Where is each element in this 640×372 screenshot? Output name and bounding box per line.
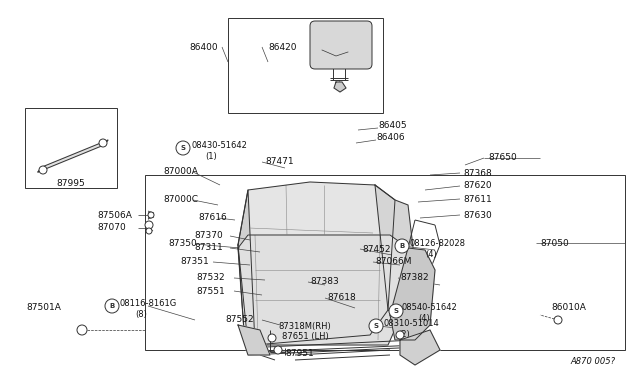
Text: (4): (4)	[418, 314, 429, 324]
Circle shape	[554, 316, 562, 324]
Text: 87311: 87311	[194, 244, 223, 253]
Polygon shape	[400, 330, 440, 365]
Text: (1): (1)	[205, 151, 217, 160]
Text: 87070: 87070	[97, 224, 125, 232]
Circle shape	[389, 304, 403, 318]
FancyBboxPatch shape	[310, 21, 372, 69]
Circle shape	[274, 346, 282, 354]
Text: 87651 (LH): 87651 (LH)	[282, 333, 329, 341]
Text: 87000C: 87000C	[163, 196, 198, 205]
Text: 87551: 87551	[196, 286, 225, 295]
Circle shape	[146, 228, 152, 234]
Polygon shape	[38, 140, 108, 172]
Text: 87501A: 87501A	[26, 304, 61, 312]
Bar	[228, 18, 383, 113]
Text: 08310-51014: 08310-51014	[383, 318, 439, 327]
Text: 87630: 87630	[463, 211, 492, 219]
Bar	[145, 175, 625, 350]
Circle shape	[369, 319, 383, 333]
Text: 87471: 87471	[265, 157, 294, 167]
Text: 87382: 87382	[400, 273, 429, 282]
Text: 87506A: 87506A	[97, 211, 132, 219]
Text: 87611: 87611	[463, 195, 492, 203]
Text: 87000A: 87000A	[163, 167, 198, 176]
Circle shape	[148, 212, 154, 218]
Circle shape	[105, 299, 119, 313]
Text: 08540-51642: 08540-51642	[402, 304, 458, 312]
Text: S: S	[374, 323, 378, 329]
Text: (4): (4)	[425, 250, 436, 259]
Text: 87616: 87616	[198, 214, 227, 222]
Text: 87620: 87620	[463, 182, 492, 190]
Text: 87452: 87452	[362, 244, 390, 253]
Text: 87368: 87368	[463, 169, 492, 177]
Circle shape	[395, 239, 409, 253]
Text: 87350: 87350	[168, 240, 196, 248]
Text: 87618: 87618	[327, 294, 356, 302]
Circle shape	[268, 334, 276, 342]
Text: 87066M: 87066M	[375, 257, 412, 266]
Text: A870 005?: A870 005?	[570, 357, 615, 366]
Text: (8): (8)	[135, 311, 147, 320]
Polygon shape	[238, 325, 270, 355]
Polygon shape	[375, 185, 418, 320]
Bar	[25, 108, 117, 188]
Circle shape	[99, 139, 107, 147]
Text: 87951: 87951	[285, 349, 314, 357]
Circle shape	[176, 141, 190, 155]
Text: (2): (2)	[398, 330, 410, 339]
Text: 87050: 87050	[540, 238, 569, 247]
Circle shape	[77, 325, 87, 335]
Text: 87650: 87650	[488, 154, 516, 163]
Circle shape	[396, 331, 404, 339]
Text: 87552: 87552	[225, 315, 253, 324]
Polygon shape	[334, 82, 346, 92]
Text: 87532: 87532	[196, 273, 225, 282]
Polygon shape	[238, 235, 408, 345]
Text: 08430-51642: 08430-51642	[192, 141, 248, 150]
Text: 87351: 87351	[180, 257, 209, 266]
Text: 86420: 86420	[268, 42, 296, 51]
Text: 86010A: 86010A	[551, 304, 586, 312]
Circle shape	[39, 166, 47, 174]
Text: 86406: 86406	[376, 132, 404, 141]
Text: B: B	[399, 243, 404, 249]
Text: 87383: 87383	[310, 278, 339, 286]
Polygon shape	[390, 248, 435, 340]
Text: S: S	[394, 308, 399, 314]
Text: B: B	[109, 303, 115, 309]
Text: 86400: 86400	[189, 42, 218, 51]
Polygon shape	[238, 190, 255, 345]
Text: 87370: 87370	[194, 231, 223, 241]
Text: 87318M(RH): 87318M(RH)	[278, 321, 331, 330]
Text: S: S	[180, 145, 186, 151]
Text: 08126-82028: 08126-82028	[410, 238, 466, 247]
Polygon shape	[238, 182, 395, 345]
Text: 08116-8161G: 08116-8161G	[120, 299, 177, 308]
Text: 86405: 86405	[378, 121, 406, 129]
Text: 87995: 87995	[56, 179, 85, 187]
Circle shape	[145, 221, 153, 229]
